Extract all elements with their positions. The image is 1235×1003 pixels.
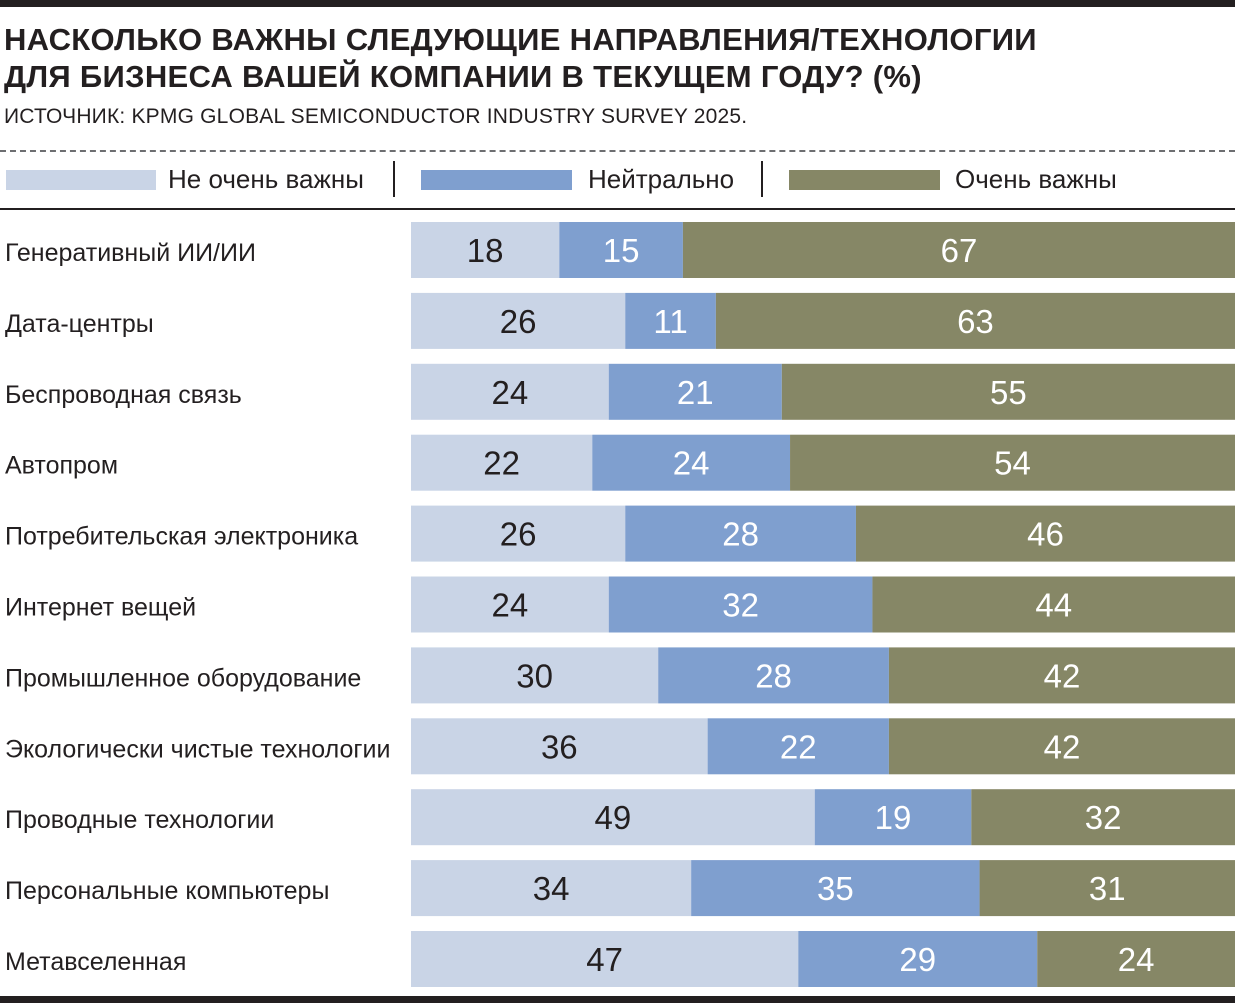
bar-row: Потребительская электроника 26 28 46 (5, 506, 1235, 562)
data-label: 35 (817, 870, 854, 907)
legend-swatch-very-important (789, 170, 940, 190)
bar-row: Промышленное оборудование 30 28 42 (5, 647, 1235, 703)
data-label: 24 (492, 587, 529, 624)
data-label: 26 (500, 516, 537, 553)
data-label: 46 (1027, 516, 1064, 553)
data-label: 67 (941, 232, 978, 269)
data-label: 28 (755, 657, 792, 694)
data-label: 31 (1089, 870, 1126, 907)
bar-row: Генеративный ИИ/ИИ 18 15 67 (5, 222, 1235, 278)
data-label: 44 (1035, 587, 1072, 624)
data-label: 24 (1118, 941, 1155, 978)
title-line-2: ДЛЯ БИЗНЕСА ВАШЕЙ КОМПАНИИ В ТЕКУЩЕМ ГОД… (4, 58, 1184, 95)
legend-swatch-not-important (6, 170, 156, 190)
legend-label-neutral: Нейтрально (588, 163, 734, 195)
title-line-1: НАСКОЛЬКО ВАЖНЫ СЛЕДУЮЩИЕ НАПРАВЛЕНИЯ/ТЕ… (4, 21, 1184, 58)
data-label: 49 (595, 799, 632, 836)
data-label: 34 (533, 870, 570, 907)
data-label: 26 (500, 303, 537, 340)
data-label: 42 (1044, 657, 1081, 694)
source-note: ИСТОЧНИК: KPMG GLOBAL SEMICONDUCTOR INDU… (4, 104, 747, 130)
data-label: 15 (603, 232, 640, 269)
data-label: 11 (653, 303, 687, 340)
data-label: 42 (1044, 728, 1081, 765)
category-label: Потребительская электроника (5, 523, 358, 551)
category-label: Генеративный ИИ/ИИ (5, 239, 256, 267)
data-label: 24 (492, 374, 529, 411)
data-label: 21 (677, 374, 714, 411)
data-label: 22 (780, 728, 817, 765)
legend-separator (393, 161, 395, 197)
category-label: Интернет вещей (5, 594, 196, 622)
dashed-divider (0, 150, 1235, 152)
legend-swatch-neutral (421, 170, 572, 190)
category-label: Персональные компьютеры (5, 877, 329, 905)
chart-title: НАСКОЛЬКО ВАЖНЫ СЛЕДУЮЩИЕ НАПРАВЛЕНИЯ/ТЕ… (4, 21, 1184, 95)
data-label: 28 (722, 516, 759, 553)
bar-row: Автопром 22 24 54 (5, 435, 1235, 491)
data-label: 47 (586, 941, 623, 978)
data-label: 18 (467, 232, 504, 269)
bar-row: Метавселенная 47 29 24 (5, 931, 1235, 987)
category-label: Экологически чистые технологии (5, 735, 390, 763)
data-label: 19 (875, 799, 912, 836)
data-label: 63 (957, 303, 994, 340)
bar-row: Интернет вещей 24 32 44 (5, 577, 1235, 633)
category-label: Проводные технологии (5, 806, 274, 834)
stacked-bar-chart: Генеративный ИИ/ИИ 18 15 67 Дата-центры 26 11 6… (0, 210, 1235, 996)
top-rule (0, 0, 1235, 7)
bar-row: Экологически чистые технологии 36 22 42 (5, 718, 1235, 774)
category-label: Беспроводная связь (5, 381, 242, 409)
bar-row: Персональные компьютеры 34 35 31 (5, 860, 1235, 916)
bottom-rule (0, 996, 1235, 1003)
data-label: 32 (1085, 799, 1122, 836)
data-label: 30 (516, 657, 553, 694)
legend-separator (761, 161, 763, 197)
data-label: 32 (722, 587, 759, 624)
category-label: Автопром (5, 452, 118, 480)
bar-row: Дата-центры 26 11 63 (5, 293, 1235, 349)
data-label: 54 (994, 445, 1031, 482)
category-label: Дата-центры (5, 310, 154, 338)
data-label: 29 (899, 941, 936, 978)
legend: Не очень важны Нейтрально Очень важны (0, 158, 1235, 200)
data-label: 24 (673, 445, 710, 482)
data-label: 22 (483, 445, 520, 482)
bar-row: Беспроводная связь 24 21 55 (5, 364, 1235, 420)
legend-label-very-important: Очень важны (955, 163, 1117, 195)
bar-row: Проводные технологии 49 19 32 (5, 789, 1235, 845)
category-label: Метавселенная (5, 948, 186, 976)
category-label: Промышленное оборудование (5, 664, 361, 692)
data-label: 36 (541, 728, 578, 765)
legend-label-not-important: Не очень важны (168, 163, 364, 195)
data-label: 55 (990, 374, 1027, 411)
